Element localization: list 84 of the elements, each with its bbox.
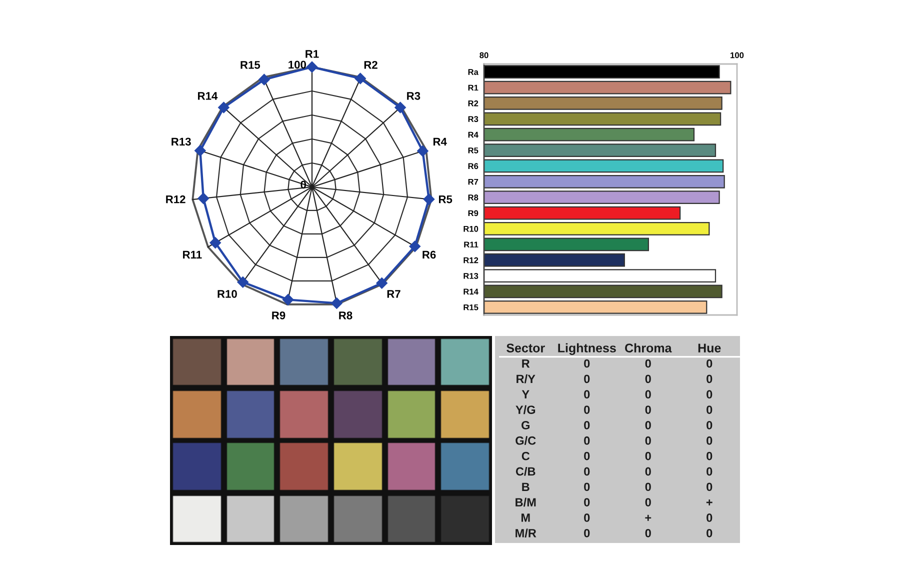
- text: 0: [706, 467, 712, 476]
- text: 0: [584, 514, 590, 522]
- spoke-label: R13: [172, 138, 191, 146]
- text: Y/G: [516, 405, 536, 414]
- spoke-label: R12: [166, 195, 186, 204]
- text: 0: [706, 514, 712, 522]
- text: 0: [706, 528, 712, 538]
- category-label: Hue: [698, 344, 721, 352]
- y-tick-label: R11: [464, 242, 478, 248]
- y-tick-label: R7: [468, 178, 478, 185]
- text: G/C: [516, 436, 536, 445]
- spoke-label: R14: [198, 92, 218, 100]
- y-tick-label: R14: [464, 288, 478, 294]
- category-label: Lightness: [558, 343, 616, 355]
- spoke-label: R1: [306, 50, 319, 58]
- spoke-label: R10: [218, 290, 237, 298]
- category-label: Chroma: [625, 343, 672, 352]
- y-tick-label: R8: [468, 194, 478, 200]
- text: Y: [522, 390, 530, 398]
- text: 0: [645, 406, 651, 414]
- text: 0: [584, 359, 590, 368]
- x-tick-label: 80: [480, 52, 488, 58]
- spoke-label: R7: [387, 290, 400, 298]
- text: 0: [584, 498, 590, 506]
- text: 0: [645, 528, 651, 538]
- text: +: [706, 499, 712, 506]
- text: 0: [706, 436, 712, 445]
- spoke-label: R5: [438, 196, 452, 204]
- spoke-label: R2: [364, 60, 378, 69]
- y-tick-label: R3: [468, 116, 478, 122]
- text: 0: [584, 374, 590, 384]
- y-tick-label: R4: [468, 132, 478, 138]
- spoke-label: R15: [240, 61, 260, 69]
- text: 0: [584, 406, 590, 414]
- text: 0: [645, 452, 651, 460]
- text: 0: [706, 452, 712, 460]
- spoke-label: R8: [339, 311, 352, 320]
- text: B/M: [516, 498, 536, 507]
- text: M: [522, 514, 530, 522]
- text: 0: [584, 482, 590, 492]
- spoke-label: R9: [272, 311, 286, 320]
- spoke-label: R11: [183, 250, 202, 259]
- text: 0: [645, 374, 651, 384]
- text: 0: [584, 452, 590, 460]
- text: G: [522, 421, 530, 430]
- text: 0: [706, 406, 712, 414]
- spoke-label: R4: [433, 138, 447, 146]
- text: C/B: [516, 466, 536, 476]
- text: 0: [584, 436, 590, 445]
- y-tick-label: R2: [468, 100, 478, 106]
- y-tick-label: R13: [464, 272, 478, 279]
- y-tick-label: R15: [464, 304, 478, 310]
- y-tick-label: R1: [468, 84, 478, 91]
- text: 0: [645, 421, 651, 430]
- y-tick-label: R9: [468, 210, 478, 216]
- text: 0: [584, 528, 590, 538]
- y-tick-label: R5: [468, 148, 478, 154]
- text: C: [522, 452, 530, 460]
- text: 0: [645, 482, 651, 492]
- text: 0: [706, 374, 712, 384]
- text: 0: [706, 359, 712, 368]
- text: B: [522, 482, 530, 491]
- text: 0: [584, 390, 590, 399]
- text: 0: [645, 359, 651, 368]
- text: R/Y: [516, 374, 536, 384]
- text: 0: [584, 467, 590, 476]
- y-tick-label: R10: [464, 226, 478, 232]
- text: 0: [645, 436, 651, 445]
- y-tick-label: Ra: [468, 69, 478, 75]
- text: 0: [706, 390, 712, 399]
- text: 0: [645, 498, 651, 506]
- spoke-label: R3: [407, 92, 420, 100]
- text: 0: [706, 421, 712, 430]
- text: R: [522, 359, 530, 368]
- text: +: [645, 514, 652, 521]
- category-label: Sector: [506, 344, 545, 352]
- text: M/R: [516, 528, 536, 538]
- text: 0: [645, 390, 651, 399]
- spoke-label: R6: [422, 250, 436, 259]
- text: 0: [706, 482, 712, 492]
- y-tick-label: R12: [464, 257, 478, 264]
- y-tick-label: R6: [468, 163, 478, 170]
- text: 0: [645, 467, 651, 476]
- text: 0: [584, 421, 590, 430]
